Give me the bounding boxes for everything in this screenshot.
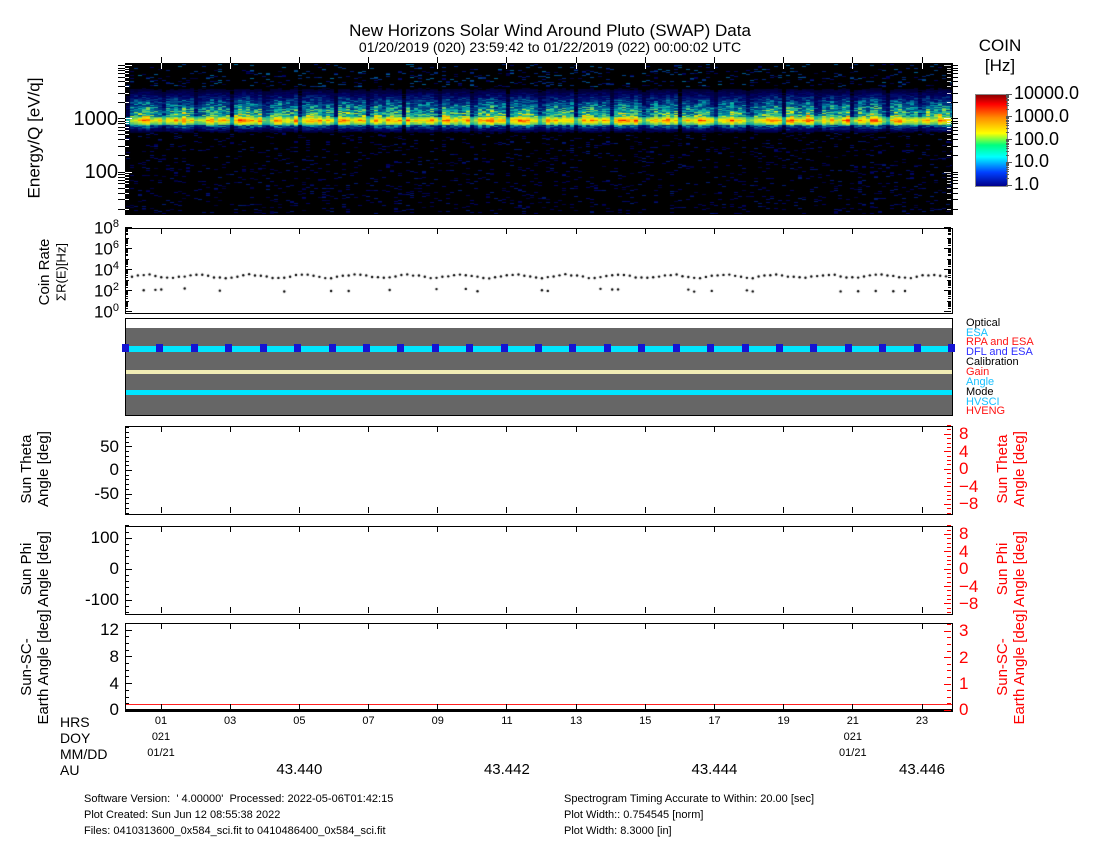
svg-text:Earth Angle [deg]: Earth Angle [deg] [1011, 609, 1028, 724]
svg-text:ΣR(E)[Hz]: ΣR(E)[Hz] [53, 243, 68, 301]
svg-text:Earth Angle [deg]: Earth Angle [deg] [35, 609, 52, 724]
